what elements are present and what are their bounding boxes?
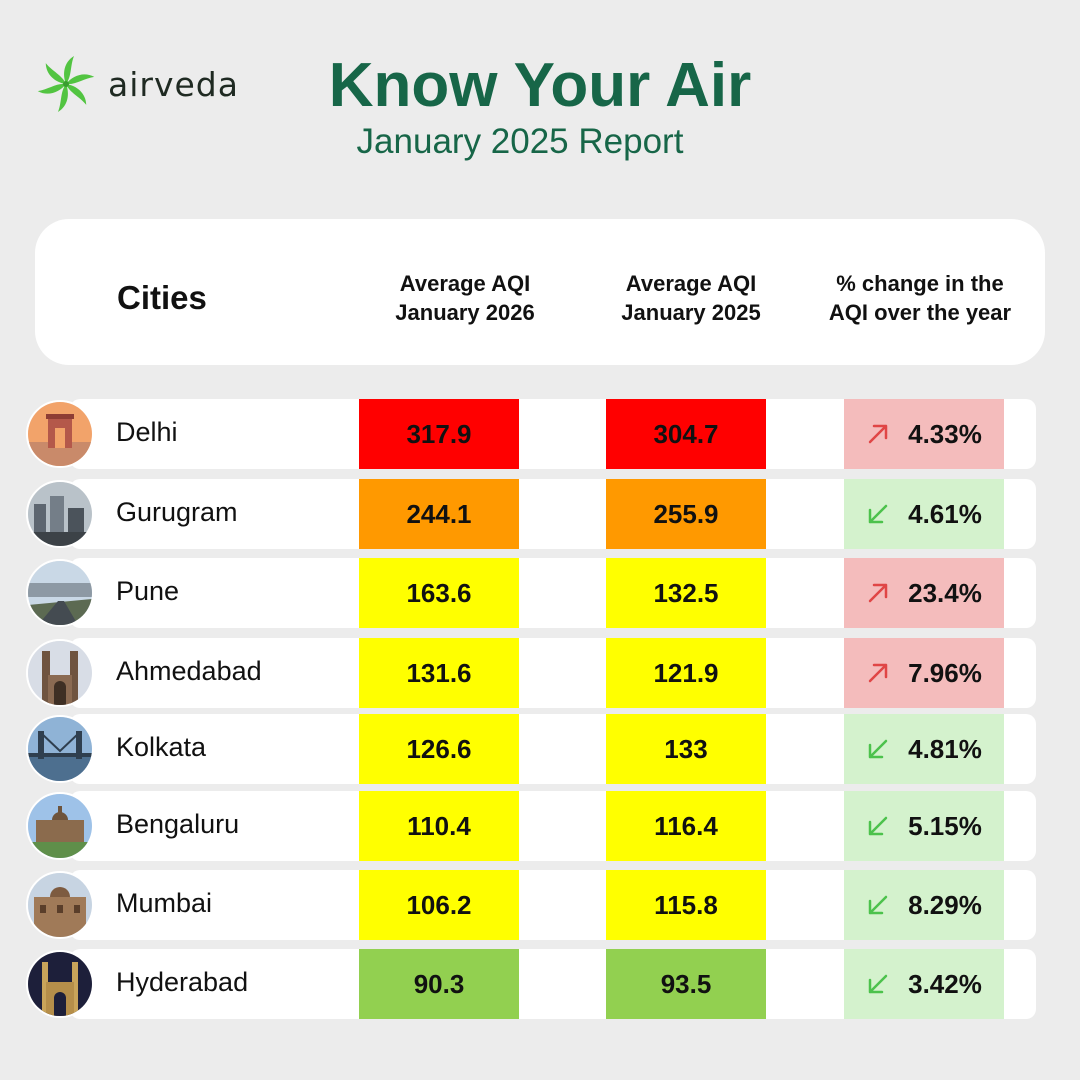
change-value: 4.81% — [908, 733, 982, 764]
city-photo — [26, 950, 94, 1018]
column-header-aqi-2026-line1: Average AQI — [399, 271, 531, 296]
aqi-2026-cell: 106.2 — [359, 870, 519, 940]
change-cell: 7.96% — [844, 638, 1004, 708]
aqi-2025-cell: 121.9 — [606, 638, 766, 708]
column-header-aqi-2025-line1: Average AQI — [625, 271, 757, 296]
city-photo — [26, 639, 94, 707]
aqi-2025-cell: 133 — [606, 714, 766, 784]
aqi-2026-cell: 126.6 — [359, 714, 519, 784]
change-cell: 4.81% — [844, 714, 1004, 784]
bridge-icon — [28, 717, 92, 781]
table-header: Cities Average AQI January 2026 Average … — [35, 219, 1045, 365]
change-value: 8.29% — [908, 889, 982, 920]
table-row: Kolkata 126.6 133 4.81% — [0, 714, 1080, 784]
arrow-up-right-icon — [868, 583, 888, 603]
table-row: Ahmedabad 131.6 121.9 7.96% — [0, 638, 1080, 708]
city-photo — [26, 871, 94, 939]
table-row: Mumbai 106.2 115.8 8.29% — [0, 870, 1080, 940]
city-photo — [26, 400, 94, 468]
change-cell: 4.33% — [844, 399, 1004, 469]
aqi-2026-cell: 110.4 — [359, 791, 519, 861]
aqi-2025-cell: 116.4 — [606, 791, 766, 861]
city-photo — [26, 559, 94, 627]
city-photo — [26, 480, 94, 548]
city-name: Mumbai — [116, 888, 213, 918]
table-row: Gurugram 244.1 255.9 4.61% — [0, 479, 1080, 549]
aqi-2025-cell: 304.7 — [606, 399, 766, 469]
city-photo — [26, 792, 94, 860]
table-row: Delhi 317.9 304.7 4.33% — [0, 399, 1080, 469]
pinwheel-logo-icon — [37, 56, 95, 112]
arrow-down-left-icon — [868, 504, 888, 524]
city-name: Hyderabad — [116, 967, 249, 997]
change-cell: 8.29% — [844, 870, 1004, 940]
taj-hotel-icon — [28, 873, 92, 937]
aqi-2026-cell: 163.6 — [359, 558, 519, 628]
aqi-2025-cell: 93.5 — [606, 949, 766, 1019]
change-value: 4.33% — [908, 418, 982, 449]
city-name: Delhi — [116, 417, 178, 447]
change-cell: 3.42% — [844, 949, 1004, 1019]
city-name: Kolkata — [116, 732, 207, 762]
aqi-2026-cell: 244.1 — [359, 479, 519, 549]
city-name: Pune — [116, 576, 180, 606]
column-header-change: % change in the AQI over the year — [805, 269, 1035, 327]
city-name: Gurugram — [116, 497, 238, 527]
table-row: Bengaluru 110.4 116.4 5.15% — [0, 791, 1080, 861]
change-value: 4.61% — [908, 498, 982, 529]
change-value: 23.4% — [908, 577, 982, 608]
column-header-aqi-2026-line2: January 2026 — [395, 300, 535, 325]
change-cell: 5.15% — [844, 791, 1004, 861]
arrow-down-left-icon — [868, 974, 888, 994]
city-skyline-icon — [28, 482, 92, 546]
column-header-aqi-2025-line2: January 2025 — [621, 300, 761, 325]
change-cell: 4.61% — [844, 479, 1004, 549]
aqi-2025-cell: 115.8 — [606, 870, 766, 940]
arrow-up-right-icon — [868, 424, 888, 444]
change-cell: 23.4% — [844, 558, 1004, 628]
column-header-change-line2: AQI over the year — [828, 300, 1012, 325]
brand-name: airveda — [108, 64, 239, 104]
page-subtitle: January 2025 Report — [356, 122, 684, 161]
page-title: Know Your Air — [328, 51, 752, 120]
change-value: 3.42% — [908, 968, 982, 999]
city-photo — [26, 715, 94, 783]
column-header-aqi-2026: Average AQI January 2026 — [350, 269, 580, 327]
india-gate-icon — [28, 402, 92, 466]
arrow-down-left-icon — [868, 816, 888, 836]
change-value: 5.15% — [908, 810, 982, 841]
table-row: Hyderabad 90.3 93.5 3.42% — [0, 949, 1080, 1019]
column-header-change-line1: % change in the — [836, 271, 1004, 296]
change-value: 7.96% — [908, 657, 982, 688]
aqi-2026-cell: 317.9 — [359, 399, 519, 469]
column-header-cities: Cities — [117, 279, 207, 316]
arrow-up-right-icon — [868, 663, 888, 683]
aqi-2025-cell: 255.9 — [606, 479, 766, 549]
city-name: Ahmedabad — [116, 656, 262, 686]
highway-icon — [28, 561, 92, 625]
arrow-down-left-icon — [868, 739, 888, 759]
arrow-down-left-icon — [868, 895, 888, 915]
charminar-icon — [28, 952, 92, 1016]
aqi-2025-cell: 132.5 — [606, 558, 766, 628]
brand-logo: airveda — [30, 52, 239, 116]
column-header-aqi-2025: Average AQI January 2025 — [576, 269, 806, 327]
minaret-icon — [28, 641, 92, 705]
table-row: Pune 163.6 132.5 23.4% — [0, 558, 1080, 628]
aqi-2026-cell: 90.3 — [359, 949, 519, 1019]
aqi-2026-cell: 131.6 — [359, 638, 519, 708]
palace-icon — [28, 794, 92, 858]
city-name: Bengaluru — [116, 809, 240, 839]
